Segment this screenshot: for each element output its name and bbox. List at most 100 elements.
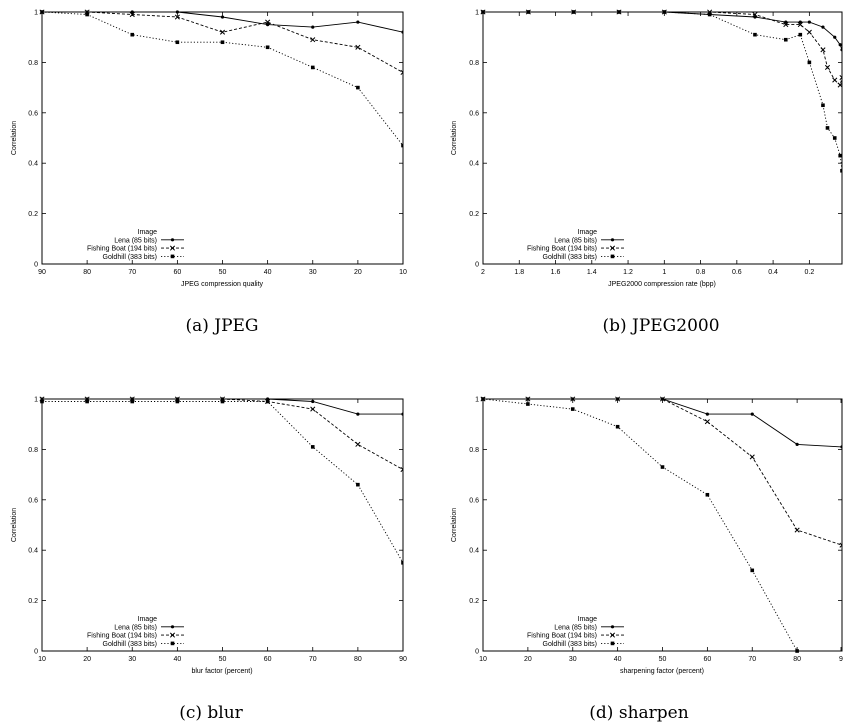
data-point-dot — [311, 399, 315, 404]
x-tick-label: 20 — [524, 656, 532, 663]
legend-label: Goldhill (383 bits) — [543, 254, 597, 261]
x-tick-label: 70 — [309, 656, 317, 663]
data-point-square — [832, 136, 837, 140]
data-point-dot — [798, 20, 802, 24]
data-point-cross — [794, 527, 800, 533]
panel-caption: (b) JPEG2000 — [602, 316, 719, 336]
x-tick-label: 20 — [354, 269, 362, 276]
legend-label: Goldhill (383 bits) — [543, 641, 597, 648]
data-point-square — [401, 143, 403, 148]
data-point-dot — [266, 23, 270, 27]
data-point-cross — [797, 22, 803, 28]
legend-marker — [170, 238, 175, 242]
chart-panel-0: 0 0.2 0.4 0.6 0.8 1 90 80 70 60 50 40 30 20 10 JPEG com… — [11, 9, 407, 336]
y-tick-label: 0 — [34, 649, 38, 656]
data-point-dot — [840, 445, 842, 449]
legend-label: Fishing Boat (194 bits) — [87, 633, 157, 640]
data-point-cross — [839, 74, 842, 81]
data-point-cross — [310, 37, 316, 43]
legend-label: Goldhill (383 bits) — [103, 254, 157, 261]
legend-label: Lena (85 bits) — [114, 624, 157, 631]
data-point-dot — [838, 43, 842, 47]
chart-panel-2: 0 0.2 0.4 0.6 0.8 1 10 20 30 40 50 60 70 80 90 blur fac… — [11, 396, 407, 723]
data-point-cross — [355, 44, 361, 50]
data-point-cross — [400, 467, 403, 473]
y-tick-label: 0.2 — [469, 598, 479, 605]
series-line-1 — [483, 11, 842, 86]
data-point-dot — [175, 10, 179, 14]
legend-title: Image — [138, 229, 158, 236]
plot-frame — [482, 398, 843, 652]
y-tick-label: 0.2 — [28, 211, 38, 218]
data-point-dot — [311, 25, 315, 29]
legend-label: Fishing Boat (194 bits) — [87, 246, 157, 253]
x-tick-label: 50 — [659, 656, 667, 663]
series-line-2 — [41, 11, 403, 146]
chart-panel-1: 0 0.2 0.4 0.6 0.8 1 2 1.8 1.6 1.4 1.2 1 0.8 0.6 0.4 0.2… — [451, 9, 843, 336]
data-point-dot — [750, 412, 754, 416]
x-tick-label: 90 — [399, 656, 407, 663]
y-axis-label: Correlation — [451, 121, 458, 155]
data-point-square — [40, 10, 44, 14]
data-point-square — [310, 65, 315, 70]
data-point-square — [40, 399, 44, 404]
y-tick-label: 0 — [475, 262, 479, 269]
legend-title: Image — [138, 616, 158, 623]
data-point-square — [130, 32, 135, 37]
series-line-1 — [483, 398, 842, 546]
data-point-dot — [821, 25, 825, 29]
series-group — [39, 396, 403, 565]
data-point-square — [662, 10, 667, 14]
data-point-cross — [355, 441, 361, 447]
data-point-cross — [752, 11, 758, 18]
legend-marker — [169, 245, 176, 251]
data-point-cross — [570, 396, 576, 402]
data-point-square — [825, 126, 830, 130]
data-point-square — [526, 402, 530, 406]
data-point-dot — [130, 10, 134, 14]
data-point-cross — [400, 69, 403, 76]
data-point-cross — [525, 396, 531, 402]
legend-title: Image — [578, 229, 598, 236]
data-point-square — [401, 561, 403, 565]
series-line-1 — [42, 11, 403, 73]
y-tick-label: 0.8 — [469, 447, 479, 454]
panel-caption: (d) sharpen — [589, 703, 688, 723]
data-point-square — [807, 60, 812, 65]
data-point-cross — [783, 22, 789, 28]
data-point-square — [660, 465, 665, 469]
x-tick-label: 2 — [481, 269, 485, 276]
data-point-square — [615, 424, 620, 429]
series-line-0 — [483, 398, 842, 448]
data-point-cross — [615, 396, 621, 402]
x-tick-label: 0.6 — [732, 269, 742, 276]
x-tick-label: 20 — [83, 656, 91, 663]
x-tick-label: 80 — [793, 656, 801, 663]
y-tick-label: 1 — [475, 10, 479, 17]
data-point-cross — [129, 11, 135, 18]
x-tick-label: 10 — [479, 656, 487, 663]
legend-label: Lena (85 bits) — [554, 237, 597, 244]
data-point-dot — [356, 412, 360, 416]
data-point-square — [570, 407, 575, 411]
data-point-cross — [832, 77, 838, 83]
y-tick-label: 1 — [34, 10, 38, 17]
data-point-square — [571, 10, 576, 14]
y-tick-label: 0.8 — [28, 60, 38, 67]
data-point-cross — [265, 19, 271, 25]
series-group — [480, 9, 842, 173]
data-point-dot — [795, 442, 799, 446]
data-point-square — [840, 168, 842, 173]
data-point-square — [821, 103, 825, 108]
x-tick-label: 50 — [219, 656, 227, 663]
data-point-square — [220, 399, 225, 404]
x-tick-label: 9 — [839, 656, 843, 663]
x-tick-label: 1.4 — [587, 269, 597, 276]
legend-label: Lena (85 bits) — [554, 624, 597, 631]
legend-marker — [170, 254, 175, 259]
data-point-square — [705, 492, 710, 497]
data-point-square — [85, 399, 89, 404]
